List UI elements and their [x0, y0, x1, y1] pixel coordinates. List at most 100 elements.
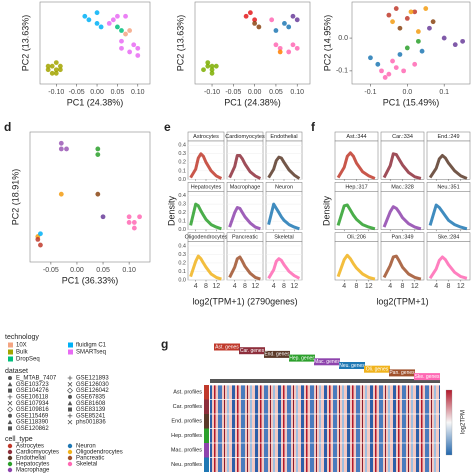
- point: [256, 24, 262, 30]
- legend-swatch: [67, 461, 73, 467]
- point: [35, 236, 41, 242]
- legend-symbol: [68, 394, 72, 399]
- plot-frame: [39, 1, 151, 85]
- y-axis-label: PC2 (14.95%): [322, 15, 332, 72]
- legend-swatch: [67, 455, 73, 461]
- legend-label: GSE67835: [76, 394, 106, 400]
- point: [131, 42, 137, 48]
- density-curve: [189, 202, 222, 231]
- legend-label: DropSeq: [16, 357, 40, 363]
- x-tick-label: 0.10: [131, 89, 145, 96]
- gene-label: End. genes: [264, 352, 290, 358]
- point: [58, 191, 64, 197]
- legend-symbol: [8, 388, 12, 393]
- point: [135, 45, 141, 51]
- density-curve: [228, 255, 261, 281]
- x-tick-label: 12: [212, 283, 220, 290]
- legend-label: Cardiomyocytes: [16, 450, 59, 456]
- point: [412, 61, 418, 67]
- point: [386, 71, 392, 77]
- y-tick-label: 0.1: [178, 168, 186, 174]
- legend-label: GSE109816: [16, 407, 49, 413]
- density-curve: [267, 202, 300, 231]
- y-axis-label: PC2 (13.63%): [175, 15, 185, 72]
- legend-label: fluidigm C1: [76, 343, 107, 349]
- point: [252, 20, 258, 26]
- density-curve: [336, 151, 376, 180]
- legend-label: GSE83139: [76, 407, 106, 413]
- heatmap-annotation: [210, 379, 440, 383]
- row-label: End. profiles: [171, 418, 202, 424]
- point: [57, 63, 63, 69]
- legend-label: GSE121893: [76, 376, 109, 382]
- gene-label: Ske. genes: [414, 374, 440, 380]
- point: [277, 49, 283, 55]
- x-tick-label: 8: [355, 283, 359, 290]
- legend-title: cell_type: [5, 436, 33, 443]
- legend-label: GSE106118: [16, 394, 49, 400]
- point: [49, 63, 55, 69]
- point: [252, 17, 258, 23]
- legend-swatch: [8, 349, 13, 355]
- x-tick-label: -0.10: [204, 89, 220, 96]
- gene-label: Car. genes: [240, 348, 265, 354]
- y-tick-label: 0.2: [178, 210, 186, 216]
- point: [290, 42, 296, 48]
- row-annotation: [204, 443, 209, 458]
- point: [294, 17, 300, 23]
- point: [415, 38, 421, 44]
- gene-label: Mac. genes: [314, 359, 340, 365]
- legend-swatch: [7, 467, 13, 473]
- point: [382, 75, 388, 80]
- point: [286, 24, 292, 30]
- x-tick-label: 12: [251, 283, 259, 290]
- density-curve: [428, 154, 468, 180]
- y-tick-label: -0.1: [336, 68, 348, 75]
- x-tick-label: 0.00: [248, 89, 262, 96]
- legend-label: GSE126030: [76, 382, 109, 388]
- legend-symbol: [67, 400, 73, 406]
- legend-symbol: [7, 419, 13, 425]
- gene-label-box: [339, 362, 365, 369]
- gene-label-box: [389, 369, 415, 377]
- point: [98, 24, 104, 30]
- x-tick-label: -0.05: [69, 89, 85, 96]
- row-label: Car. profiles: [173, 404, 203, 410]
- legend-symbol: [8, 426, 12, 431]
- legend-label: 10X: [16, 343, 27, 349]
- x-axis-label: PC1 (15.49%): [383, 97, 440, 107]
- density-curve: [336, 203, 376, 231]
- y-axis-label: PC2 (13.63%): [20, 15, 30, 72]
- panel-label: f: [311, 120, 316, 134]
- density-curve: [228, 206, 261, 231]
- point: [408, 9, 414, 15]
- legend-symbol: [67, 419, 73, 425]
- point: [58, 140, 64, 146]
- point: [49, 70, 55, 76]
- x-tick-label: -0.05: [225, 89, 241, 96]
- x-tick-label: 0.00: [90, 89, 104, 96]
- legend-label: SMARTseq: [76, 350, 106, 356]
- legend-label: Skeletal: [76, 462, 97, 468]
- y-tick-label: 0.4: [178, 193, 186, 199]
- point: [430, 19, 436, 25]
- point: [205, 63, 211, 69]
- y-axis-label: Density: [166, 195, 176, 226]
- row-annotation: [204, 385, 209, 400]
- x-axis-label: log2(TPM+1): [376, 296, 428, 306]
- legend-label: phs001836: [76, 420, 106, 426]
- legend-label: GSE81608: [76, 401, 106, 407]
- facet-title: Endothelial: [270, 134, 297, 140]
- point: [209, 67, 215, 73]
- point: [415, 29, 421, 34]
- facet-panel: [380, 191, 425, 230]
- y-tick-label: 0.0: [178, 277, 186, 283]
- legend-label: GSE120862: [16, 426, 49, 432]
- x-tick-label: 8: [282, 283, 286, 290]
- legend-symbol: [67, 387, 73, 394]
- legend-symbol: [8, 413, 12, 418]
- point: [452, 42, 458, 48]
- plot-frame: [351, 1, 471, 85]
- point: [243, 13, 249, 19]
- point: [126, 220, 132, 225]
